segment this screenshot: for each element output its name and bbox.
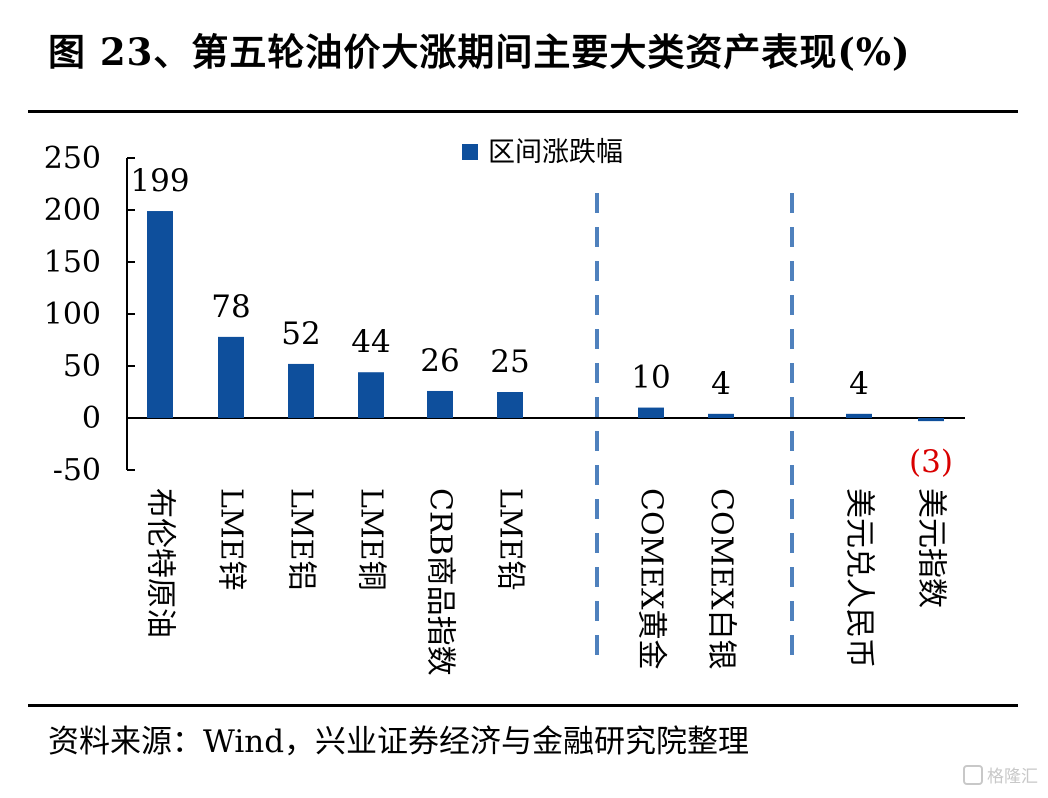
data-label: 44: [351, 324, 390, 360]
bar: [147, 211, 173, 418]
chart-title: 图 23、第五轮油价大涨期间主要大类资产表现(%): [48, 30, 911, 74]
watermark-logo-icon: [963, 765, 983, 785]
category-label: LME铜: [354, 488, 389, 591]
data-label: 4: [849, 366, 869, 402]
bar: [288, 363, 314, 418]
category-label: LME铅: [493, 488, 528, 591]
bar: [218, 336, 244, 418]
bar: [918, 418, 944, 422]
category-label: CRB商品指数: [423, 488, 458, 676]
data-label: 26: [420, 343, 459, 379]
bar: [708, 413, 734, 418]
bar: [846, 413, 872, 418]
bar-chart: 250 200 150 100 50 0 -50 区间涨跌幅 199 布伦特原油 78 LME锌 52 L…: [44, 137, 965, 676]
top-rule: [28, 110, 1018, 113]
data-label: 25: [490, 344, 529, 380]
category-label: LME铝: [284, 488, 319, 591]
category-label: COMEX黄金: [634, 488, 669, 670]
y-tick-label: 0: [82, 401, 101, 436]
y-tick-label: 200: [44, 193, 101, 228]
data-label: 52: [281, 316, 320, 352]
category-label: COMEX白银: [704, 488, 739, 670]
data-label: (3): [909, 444, 953, 480]
y-tick-label: -50: [53, 453, 101, 488]
watermark-text: 格隆汇: [987, 767, 1038, 787]
category-label: 美元指数: [914, 488, 949, 608]
bar: [358, 372, 384, 418]
bar: [497, 392, 523, 418]
data-label: 78: [211, 289, 250, 325]
bar: [638, 407, 664, 418]
category-label: 美元兑人民币: [842, 488, 877, 668]
bar: [427, 390, 453, 418]
source-note: 资料来源：Wind，兴业证券经济与金融研究院整理: [48, 724, 750, 760]
data-label: 199: [130, 163, 189, 199]
legend-swatch: [462, 144, 478, 160]
y-tick-label: 250: [44, 141, 101, 176]
category-label: 布伦特原油: [143, 488, 178, 638]
y-tick-label: 50: [63, 349, 101, 384]
bottom-rule: [28, 704, 1018, 707]
y-tick-label: 150: [44, 245, 101, 280]
data-label: 4: [711, 366, 731, 402]
data-label: 10: [631, 360, 670, 396]
category-label: LME锌: [214, 488, 249, 591]
watermark: 格隆汇: [963, 762, 1038, 787]
legend-label: 区间涨跌幅: [488, 137, 623, 168]
y-tick-label: 100: [44, 297, 101, 332]
